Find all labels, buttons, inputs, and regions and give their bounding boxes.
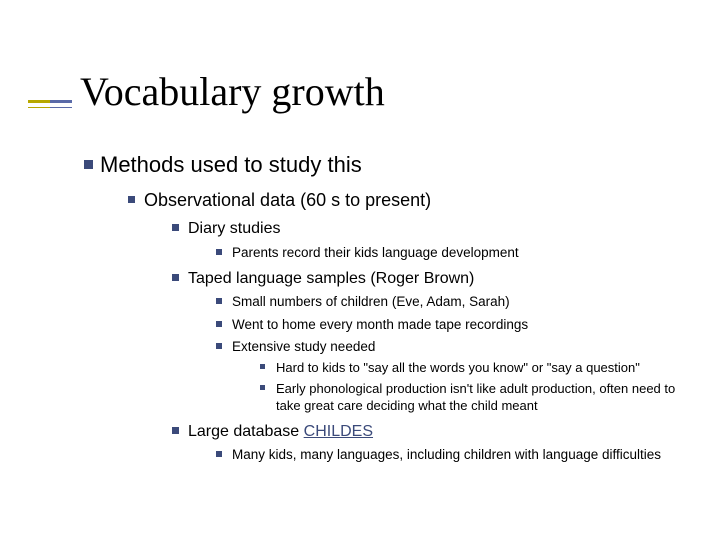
slide: Vocabulary growth Methods used to study … — [0, 0, 720, 540]
accent-line-left — [28, 100, 50, 108]
bullet-taped-p2: Went to home every month made tape recor… — [212, 316, 680, 334]
bullet-taped-p3b: Early phonological production isn't like… — [256, 380, 680, 415]
bullet-db-p1: Many kids, many languages, including chi… — [212, 446, 680, 464]
text-taped-p3a: Hard to kids to "say all the words you k… — [276, 360, 640, 375]
text-l1: Methods used to study this — [100, 152, 362, 177]
bullet-taped-p3a: Hard to kids to "say all the words you k… — [256, 359, 680, 377]
bullet-db: Large database CHILDES Many kids, many l… — [168, 421, 680, 465]
bullet-diary-p1: Parents record their kids language devel… — [212, 244, 680, 262]
text-taped-p3b: Early phonological production isn't like… — [276, 381, 675, 414]
text-l2: Observational data (60 s to present) — [144, 190, 431, 210]
text-db-p1: Many kids, many languages, including chi… — [232, 447, 661, 462]
text-taped-p1: Small numbers of children (Eve, Adam, Sa… — [232, 294, 510, 309]
accent-line-right — [50, 100, 72, 108]
text-taped-heading: Taped language samples (Roger Brown) — [188, 270, 474, 287]
text-taped-p2: Went to home every month made tape recor… — [232, 317, 528, 332]
text-taped-p3: Extensive study needed — [232, 339, 375, 354]
bullet-l2: Observational data (60 s to present) Dia… — [124, 188, 680, 465]
bullet-l1: Methods used to study this Observational… — [80, 150, 680, 465]
link-childes[interactable]: CHILDES — [304, 423, 373, 440]
text-diary-heading: Diary studies — [188, 220, 280, 237]
text-diary-p1: Parents record their kids language devel… — [232, 245, 519, 260]
bullet-diary: Diary studies Parents record their kids … — [168, 218, 680, 262]
slide-body: Methods used to study this Observational… — [80, 150, 680, 465]
bullet-taped-p1: Small numbers of children (Eve, Adam, Sa… — [212, 293, 680, 311]
text-db-pre: Large database — [188, 423, 304, 440]
bullet-taped: Taped language samples (Roger Brown) Sma… — [168, 268, 680, 415]
slide-title: Vocabulary growth — [80, 68, 385, 115]
bullet-taped-p3: Extensive study needed Hard to kids to "… — [212, 338, 680, 415]
